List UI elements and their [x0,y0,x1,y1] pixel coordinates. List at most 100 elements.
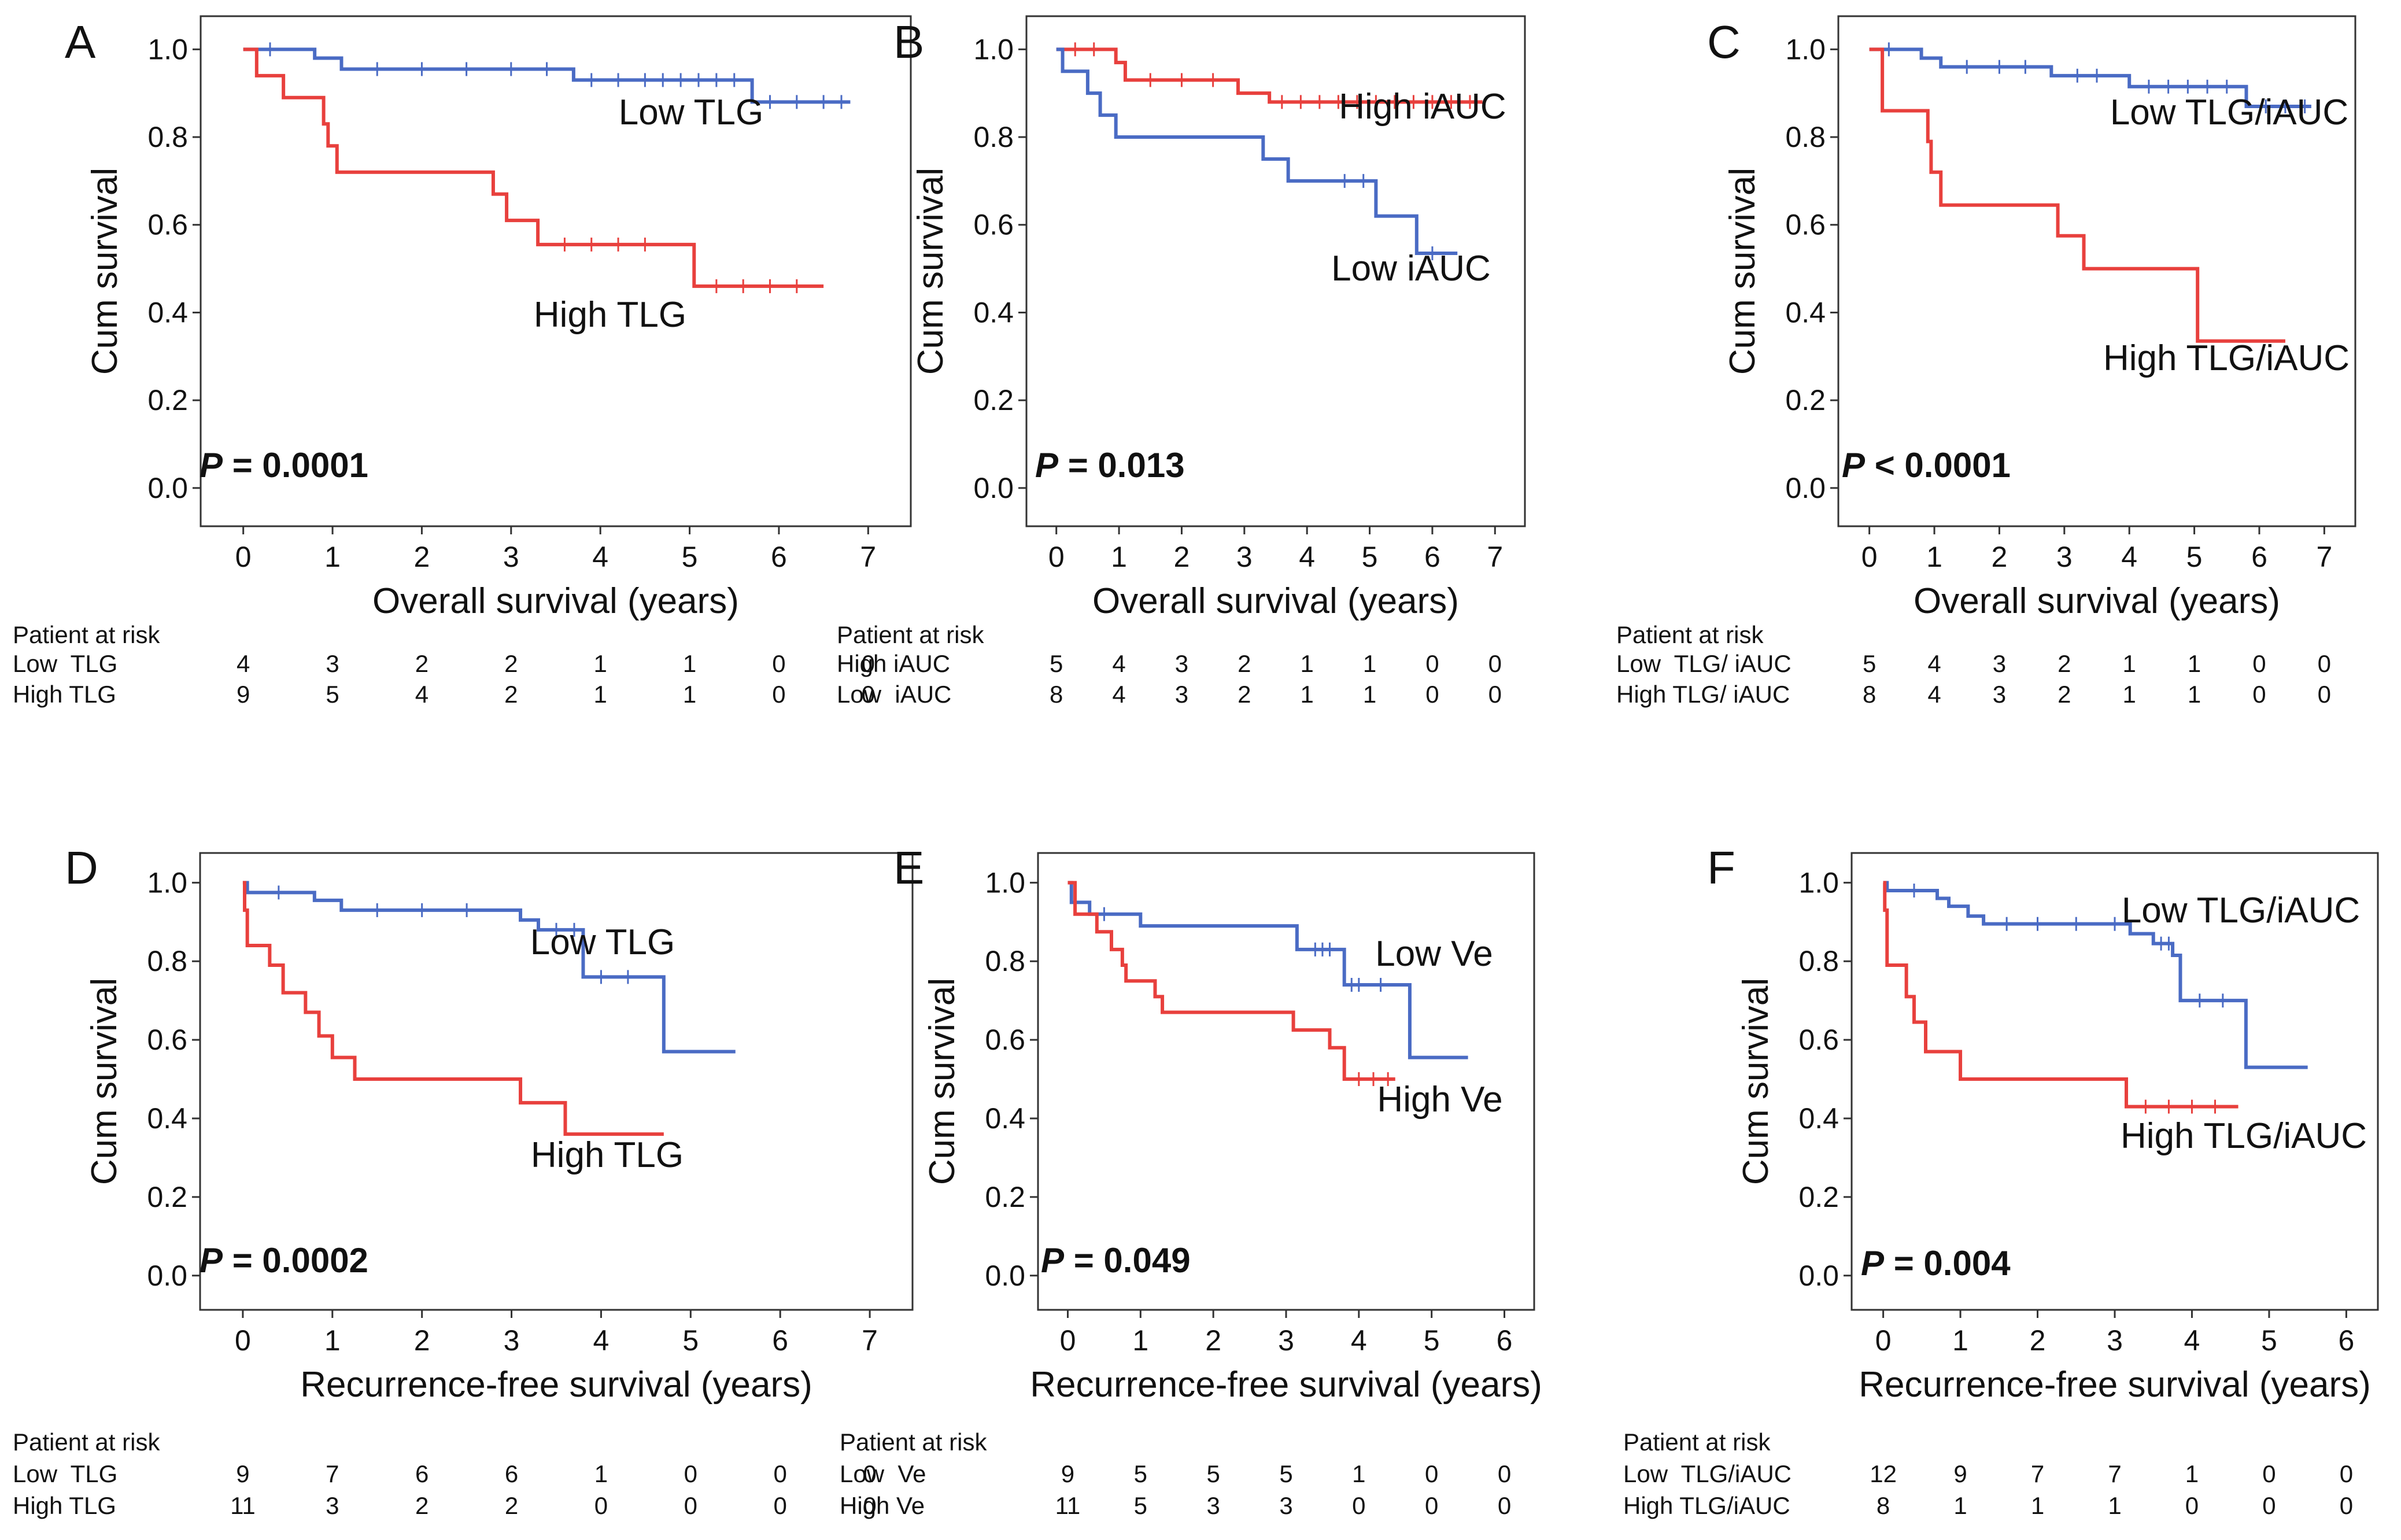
risk-count: 4 [415,681,429,708]
risk-count: 2 [1238,681,1251,708]
risk-count: 0 [2318,650,2331,677]
curve-label-low-iauc: Low iAUC [1331,249,1491,289]
risk-count: 0 [1425,650,1439,677]
plot-frame [200,15,912,527]
risk-count: 6 [415,1460,429,1487]
y-tick-label: 0.0 [147,472,188,504]
risk-count: 0 [2185,1492,2199,1519]
y-tick-label: 0.0 [1798,1260,1839,1292]
risk-count: 0 [2252,681,2266,708]
risk-row-label: Low TLG [13,1460,117,1487]
y-tick-label: 1.0 [985,866,1025,899]
risk-count: 1 [1352,1460,1365,1487]
risk-count: 0 [774,1460,787,1487]
risk-count: 2 [415,650,429,677]
y-tick-label: 0.2 [147,384,188,416]
curve-high-tlg [242,881,664,1136]
x-axis-label: Overall survival (years) [1914,581,2280,621]
risk-count: 4 [237,650,250,677]
plot-frame [199,852,914,1311]
risk-count: 1 [1953,1492,1967,1519]
x-tick-label: 7 [1487,541,1503,573]
y-tick-label: 0.2 [1798,1181,1839,1213]
risk-count: 6 [505,1460,518,1487]
p-symbol: P [1842,446,1866,485]
y-tick-label: 0.2 [973,384,1014,416]
x-tick-label: 2 [2030,1324,2046,1357]
risk-row-label: High TLG [13,681,116,708]
x-tick-label: 6 [1497,1324,1513,1357]
y-tick-label: 0.2 [985,1181,1025,1213]
x-tick-label: 3 [1278,1324,1294,1357]
risk-count: 0 [1425,1460,1438,1487]
risk-count: 7 [2108,1460,2121,1487]
risk-row-label: High TLG/ iAUC [1616,681,1790,708]
x-tick-label: 4 [2121,541,2137,573]
plot-frame [1025,15,1526,527]
risk-count: 2 [2058,681,2071,708]
p-value-text: = 0.0001 [223,446,368,485]
x-tick-label: 0 [235,1324,251,1357]
risk-count: 5 [1206,1460,1220,1487]
risk-count: 0 [863,1492,876,1519]
risk-count: 5 [1134,1460,1147,1487]
y-tick-label: 0.6 [1785,209,1826,241]
x-tick-label: 1 [324,1324,341,1357]
y-tick-label: 0.0 [985,1260,1025,1292]
x-tick-label: 4 [2184,1324,2200,1357]
risk-count: 1 [683,650,696,677]
x-tick-label: 1 [1132,1324,1148,1357]
x-tick-label: 0 [1048,541,1065,573]
x-tick-label: 3 [2056,541,2073,573]
risk-count: 1 [1301,681,1314,708]
risk-count: 0 [1425,1492,1438,1519]
p-symbol: P [1861,1244,1885,1283]
x-tick-label: 0 [1875,1324,1892,1357]
x-tick-label: 3 [504,1324,520,1357]
x-tick-label: 7 [2316,541,2332,573]
x-tick-label: 2 [414,541,430,573]
risk-count: 0 [1498,1460,1511,1487]
p-value: P = 0.013 [1035,446,1185,485]
risk-count: 1 [1363,650,1376,677]
p-value: P < 0.0001 [1842,446,2011,485]
risk-count: 3 [1279,1492,1292,1519]
risk-count: 0 [862,681,875,708]
risk-row-label: Low TLG [13,650,117,677]
risk-count: 0 [2252,650,2266,677]
curve-low-tlg [242,881,736,1054]
risk-count: 1 [2108,1492,2121,1519]
risk-count: 4 [1927,650,1941,677]
risk-count: 0 [684,1492,697,1519]
risk-row-label: High Ve [840,1492,925,1519]
risk-row-label: Low TLG/ iAUC [1616,650,1791,677]
x-tick-label: 3 [503,541,519,573]
y-tick-label: 0.2 [1785,384,1826,416]
x-tick-label: 7 [862,1324,878,1357]
y-tick-label: 0.4 [973,296,1014,328]
risk-count: 5 [1863,650,1876,677]
risk-count: 0 [2340,1460,2353,1487]
y-axis-label: Cum survival [85,168,125,375]
risk-row-label: High TLG [13,1492,116,1519]
risk-count: 9 [236,1460,249,1487]
risk-count: 4 [1927,681,1941,708]
risk-count: 4 [1112,681,1125,708]
risk-count: 1 [1301,650,1314,677]
x-tick-label: 3 [1236,541,1253,573]
risk-count: 0 [1488,650,1502,677]
risk-count: 0 [594,1492,608,1519]
risk-count: 3 [326,1492,339,1519]
x-tick-label: 4 [1351,1324,1367,1357]
risk-count: 0 [774,1492,787,1519]
x-tick-label: 2 [1205,1324,1221,1357]
x-tick-label: 5 [2186,541,2203,573]
p-value: P = 0.004 [1861,1244,2011,1283]
risk-count: 0 [2262,1492,2276,1519]
risk-table-title: Patient at risk [837,621,984,648]
risk-count: 2 [2058,650,2071,677]
y-tick-label: 0.6 [147,209,188,241]
risk-count: 1 [594,650,607,677]
curve-low-iauc [1056,47,1458,256]
